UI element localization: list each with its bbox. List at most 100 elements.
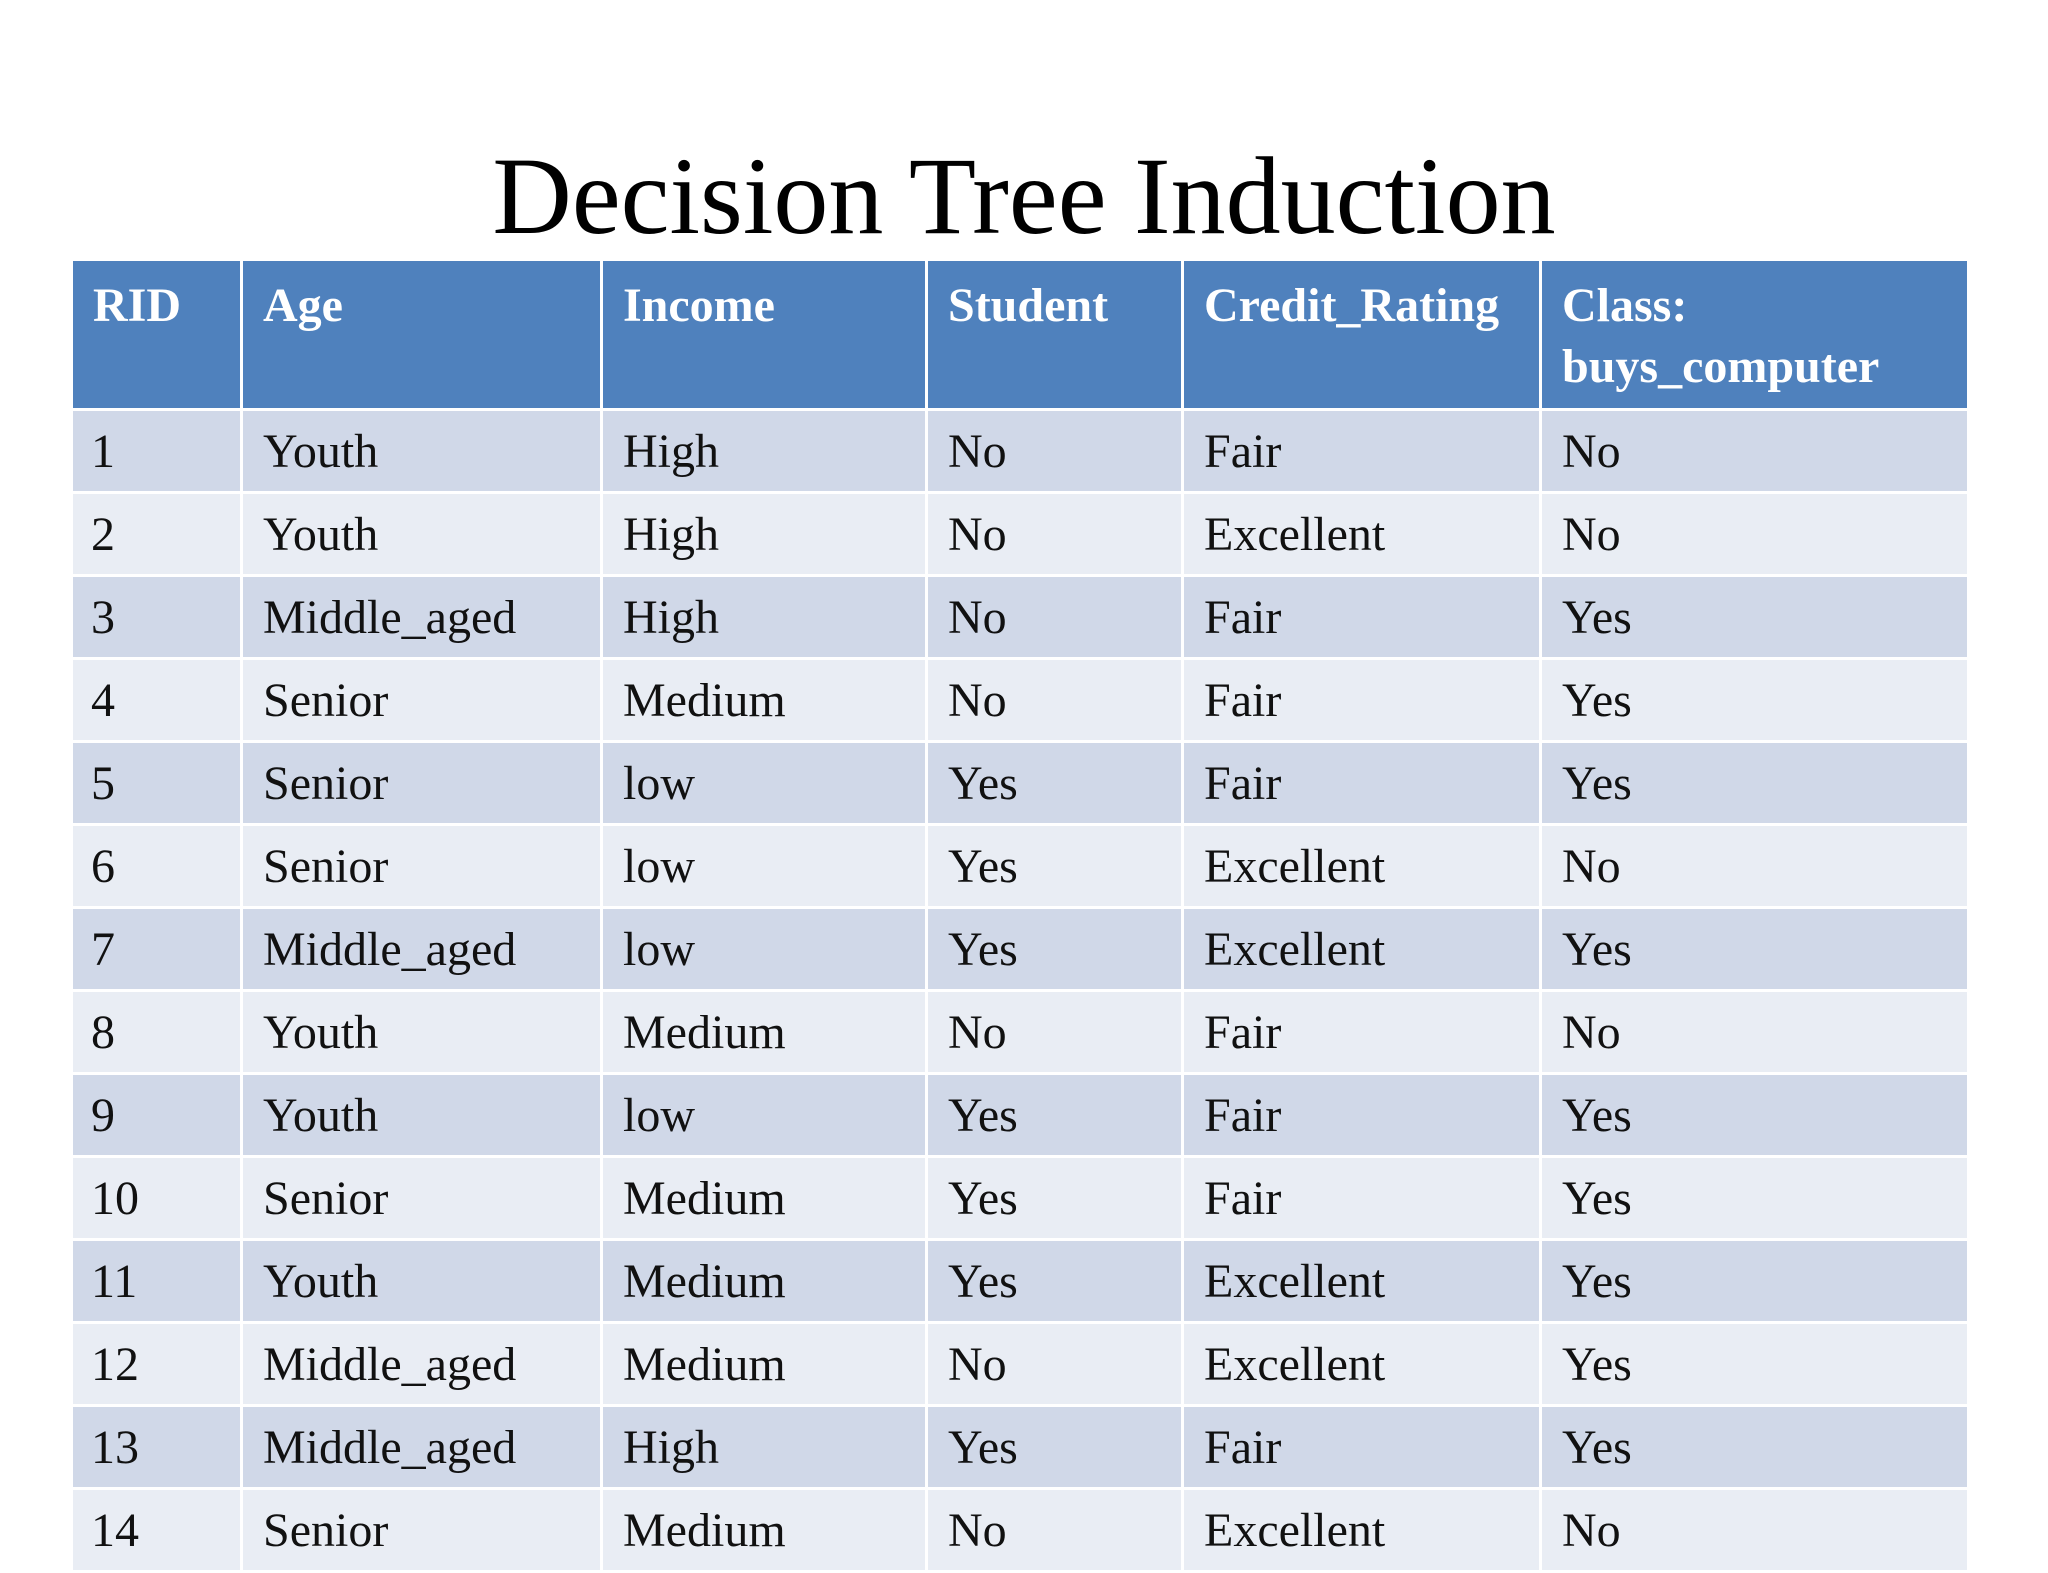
table-row: 14 Senior Medium No Excellent No xyxy=(73,1490,1967,1570)
rid-cell: 11 xyxy=(73,1241,240,1321)
rid-cell: 14 xyxy=(73,1490,240,1570)
class-cell: Yes xyxy=(1542,1075,1967,1155)
student-cell: No xyxy=(928,660,1181,740)
table-row: 5 Senior low Yes Fair Yes xyxy=(73,743,1967,823)
credit-rating-cell: Fair xyxy=(1184,743,1539,823)
income-cell: Medium xyxy=(603,660,925,740)
income-cell: low xyxy=(603,826,925,906)
table-row: 4 Senior Medium No Fair Yes xyxy=(73,660,1967,740)
income-cell: Medium xyxy=(603,1490,925,1570)
table-row: 13 Middle_aged High Yes Fair Yes xyxy=(73,1407,1967,1487)
student-cell: Yes xyxy=(928,909,1181,989)
age-cell: Youth xyxy=(243,494,600,574)
data-table: RID Age Income Student Credit_Rating Cla… xyxy=(70,258,1970,1573)
student-cell: No xyxy=(928,1324,1181,1404)
student-cell: Yes xyxy=(928,1158,1181,1238)
age-cell: Senior xyxy=(243,660,600,740)
credit-rating-cell: Fair xyxy=(1184,577,1539,657)
class-cell: Yes xyxy=(1542,743,1967,823)
income-cell: High xyxy=(603,411,925,491)
class-cell: Yes xyxy=(1542,1407,1967,1487)
credit-rating-cell: Excellent xyxy=(1184,826,1539,906)
student-cell: No xyxy=(928,1490,1181,1570)
credit-rating-cell: Fair xyxy=(1184,411,1539,491)
rid-cell: 1 xyxy=(73,411,240,491)
table-row: 7 Middle_aged low Yes Excellent Yes xyxy=(73,909,1967,989)
rid-cell: 3 xyxy=(73,577,240,657)
credit-rating-cell: Excellent xyxy=(1184,494,1539,574)
credit-rating-cell: Excellent xyxy=(1184,1324,1539,1404)
rid-cell: 8 xyxy=(73,992,240,1072)
credit-rating-cell: Excellent xyxy=(1184,1490,1539,1570)
rid-cell: 9 xyxy=(73,1075,240,1155)
age-cell: Youth xyxy=(243,992,600,1072)
income-cell: low xyxy=(603,743,925,823)
income-cell: low xyxy=(603,909,925,989)
age-cell: Middle_aged xyxy=(243,1324,600,1404)
class-cell: Yes xyxy=(1542,909,1967,989)
rid-cell: 4 xyxy=(73,660,240,740)
income-cell: Medium xyxy=(603,992,925,1072)
student-cell: Yes xyxy=(928,1075,1181,1155)
slide-title: Decision Tree Induction xyxy=(492,135,1556,257)
table-row: 1 Youth High No Fair No xyxy=(73,411,1967,491)
class-cell: Yes xyxy=(1542,1158,1967,1238)
table-header-row: RID Age Income Student Credit_Rating Cla… xyxy=(73,261,1967,408)
class-cell: No xyxy=(1542,992,1967,1072)
class-cell: Yes xyxy=(1542,1324,1967,1404)
table-row: 6 Senior low Yes Excellent No xyxy=(73,826,1967,906)
income-cell: low xyxy=(603,1075,925,1155)
credit-rating-cell: Fair xyxy=(1184,992,1539,1072)
header-credit-rating: Credit_Rating xyxy=(1184,261,1539,408)
class-cell: No xyxy=(1542,494,1967,574)
rid-cell: 12 xyxy=(73,1324,240,1404)
rid-cell: 2 xyxy=(73,494,240,574)
credit-rating-cell: Fair xyxy=(1184,1075,1539,1155)
student-cell: No xyxy=(928,992,1181,1072)
student-cell: No xyxy=(928,411,1181,491)
table-row: 2 Youth High No Excellent No xyxy=(73,494,1967,574)
income-cell: High xyxy=(603,494,925,574)
income-cell: High xyxy=(603,1407,925,1487)
credit-rating-cell: Excellent xyxy=(1184,909,1539,989)
age-cell: Middle_aged xyxy=(243,577,600,657)
header-age: Age xyxy=(243,261,600,408)
income-cell: Medium xyxy=(603,1158,925,1238)
age-cell: Youth xyxy=(243,411,600,491)
age-cell: Middle_aged xyxy=(243,909,600,989)
age-cell: Senior xyxy=(243,743,600,823)
class-cell: No xyxy=(1542,1490,1967,1570)
age-cell: Youth xyxy=(243,1075,600,1155)
class-cell: No xyxy=(1542,826,1967,906)
header-income: Income xyxy=(603,261,925,408)
age-cell: Middle_aged xyxy=(243,1407,600,1487)
table-row: 9 Youth low Yes Fair Yes xyxy=(73,1075,1967,1155)
age-cell: Senior xyxy=(243,1490,600,1570)
class-cell: Yes xyxy=(1542,1241,1967,1321)
table-row: 11 Youth Medium Yes Excellent Yes xyxy=(73,1241,1967,1321)
credit-rating-cell: Excellent xyxy=(1184,1241,1539,1321)
income-cell: Medium xyxy=(603,1324,925,1404)
class-cell: No xyxy=(1542,411,1967,491)
age-cell: Youth xyxy=(243,1241,600,1321)
age-cell: Senior xyxy=(243,1158,600,1238)
table-row: 10 Senior Medium Yes Fair Yes xyxy=(73,1158,1967,1238)
rid-cell: 5 xyxy=(73,743,240,823)
student-cell: Yes xyxy=(928,743,1181,823)
class-cell: Yes xyxy=(1542,660,1967,740)
student-cell: Yes xyxy=(928,1241,1181,1321)
table-row: 3 Middle_aged High No Fair Yes xyxy=(73,577,1967,657)
age-cell: Senior xyxy=(243,826,600,906)
header-student: Student xyxy=(928,261,1181,408)
student-cell: Yes xyxy=(928,826,1181,906)
income-cell: Medium xyxy=(603,1241,925,1321)
rid-cell: 6 xyxy=(73,826,240,906)
income-cell: High xyxy=(603,577,925,657)
class-cell: Yes xyxy=(1542,577,1967,657)
rid-cell: 10 xyxy=(73,1158,240,1238)
credit-rating-cell: Fair xyxy=(1184,1407,1539,1487)
table-row: 8 Youth Medium No Fair No xyxy=(73,992,1967,1072)
credit-rating-cell: Fair xyxy=(1184,660,1539,740)
student-cell: No xyxy=(928,577,1181,657)
header-class-buys-computer: Class: buys_computer xyxy=(1542,261,1967,408)
